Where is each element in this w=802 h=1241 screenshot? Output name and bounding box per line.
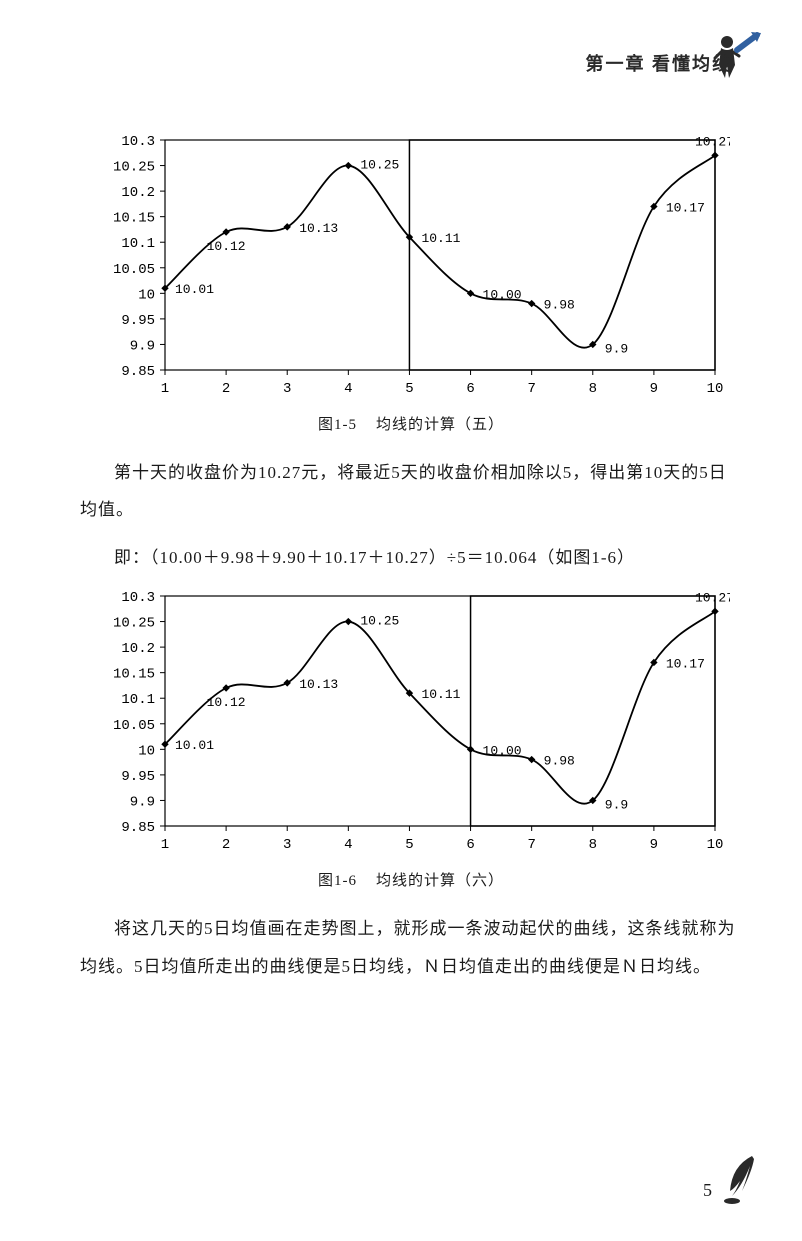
svg-text:9.85: 9.85 — [121, 364, 155, 380]
svg-text:10.00: 10.00 — [483, 287, 522, 302]
svg-text:10: 10 — [138, 287, 155, 303]
svg-text:10.1: 10.1 — [121, 236, 155, 252]
svg-text:10.3: 10.3 — [121, 134, 155, 150]
chart-1-caption-text: 均线的计算（五） — [376, 417, 504, 433]
chart-1-caption-id: 图1-5 — [318, 417, 357, 433]
svg-text:10.2: 10.2 — [121, 641, 155, 657]
svg-text:4: 4 — [344, 837, 352, 853]
svg-text:10.1: 10.1 — [121, 692, 155, 708]
svg-text:10.25: 10.25 — [113, 616, 155, 632]
svg-text:2: 2 — [222, 837, 230, 853]
svg-text:10.01: 10.01 — [175, 738, 214, 753]
svg-text:10: 10 — [138, 744, 155, 760]
page-number: 5 — [703, 1180, 712, 1201]
svg-text:10.01: 10.01 — [175, 282, 214, 297]
svg-text:10.17: 10.17 — [666, 200, 705, 215]
svg-text:5: 5 — [405, 837, 413, 853]
svg-text:1: 1 — [161, 837, 169, 853]
svg-text:2: 2 — [222, 381, 230, 397]
svg-text:10.13: 10.13 — [299, 677, 338, 692]
svg-text:9: 9 — [650, 381, 658, 397]
chart-1-block: 9.859.99.951010.0510.110.1510.210.2510.3… — [80, 130, 742, 434]
svg-text:10.13: 10.13 — [299, 221, 338, 236]
svg-text:6: 6 — [466, 381, 474, 397]
svg-text:9: 9 — [650, 837, 658, 853]
footer-feather-icon — [722, 1151, 762, 1211]
chart-2-caption-id: 图1-6 — [318, 873, 357, 889]
svg-text:1: 1 — [161, 381, 169, 397]
svg-text:9.9: 9.9 — [605, 341, 628, 356]
document-page: 第一章 看懂均线 9.859.99.951010.0510.110.1510.2… — [0, 0, 802, 1241]
svg-text:7: 7 — [527, 381, 535, 397]
svg-text:9.9: 9.9 — [130, 338, 155, 354]
svg-text:9.98: 9.98 — [544, 754, 575, 769]
svg-text:10.05: 10.05 — [113, 718, 155, 734]
chart-2: 9.859.99.951010.0510.110.1510.210.2510.3… — [90, 586, 730, 861]
svg-text:9.9: 9.9 — [130, 795, 155, 811]
chart-1-caption: 图1-5 均线的计算（五） — [80, 413, 742, 434]
chart-1: 9.859.99.951010.0510.110.1510.210.2510.3… — [90, 130, 730, 405]
svg-text:9.95: 9.95 — [121, 313, 155, 329]
svg-text:10.27: 10.27 — [695, 134, 730, 149]
chart-2-caption-text: 均线的计算（六） — [376, 873, 504, 889]
svg-text:10.3: 10.3 — [121, 590, 155, 606]
svg-text:10.25: 10.25 — [360, 614, 399, 629]
paragraph-1: 第十天的收盘价为10.27元，将最近5天的收盘价相加除以5，得出第10天的5日均… — [80, 454, 742, 529]
svg-text:10.12: 10.12 — [207, 695, 246, 710]
svg-text:10: 10 — [707, 837, 724, 853]
svg-text:10: 10 — [707, 381, 724, 397]
chart-2-caption: 图1-6 均线的计算（六） — [80, 869, 742, 890]
svg-text:10.25: 10.25 — [360, 158, 399, 173]
svg-text:7: 7 — [527, 837, 535, 853]
svg-text:9.85: 9.85 — [121, 820, 155, 836]
svg-text:10.27: 10.27 — [695, 591, 730, 606]
svg-text:10.25: 10.25 — [113, 160, 155, 176]
svg-text:10.2: 10.2 — [121, 185, 155, 201]
paragraph-2: 将这几天的5日均值画在走势图上，就形成一条波动起伏的曲线，这条线就称为均线。5日… — [80, 910, 742, 985]
svg-text:10.15: 10.15 — [113, 667, 155, 683]
svg-text:10.11: 10.11 — [421, 687, 460, 702]
svg-text:5: 5 — [405, 381, 413, 397]
svg-text:10.17: 10.17 — [666, 657, 705, 672]
svg-text:8: 8 — [589, 381, 597, 397]
svg-text:10.12: 10.12 — [207, 239, 246, 254]
svg-text:10.11: 10.11 — [421, 231, 460, 246]
svg-text:6: 6 — [466, 837, 474, 853]
svg-text:9.98: 9.98 — [544, 298, 575, 313]
svg-text:10.15: 10.15 — [113, 211, 155, 227]
svg-text:4: 4 — [344, 381, 352, 397]
svg-text:8: 8 — [589, 837, 597, 853]
chapter-header: 第一章 看懂均线 — [586, 50, 733, 76]
formula-1: 即：（10.00＋9.98＋9.90＋10.17＋10.27）÷5＝10.064… — [80, 539, 742, 576]
svg-text:10.00: 10.00 — [483, 744, 522, 759]
chart-2-block: 9.859.99.951010.0510.110.1510.210.2510.3… — [80, 586, 742, 890]
svg-text:3: 3 — [283, 381, 291, 397]
svg-text:9.95: 9.95 — [121, 769, 155, 785]
svg-text:10.05: 10.05 — [113, 262, 155, 278]
svg-text:3: 3 — [283, 837, 291, 853]
svg-text:9.9: 9.9 — [605, 798, 628, 813]
